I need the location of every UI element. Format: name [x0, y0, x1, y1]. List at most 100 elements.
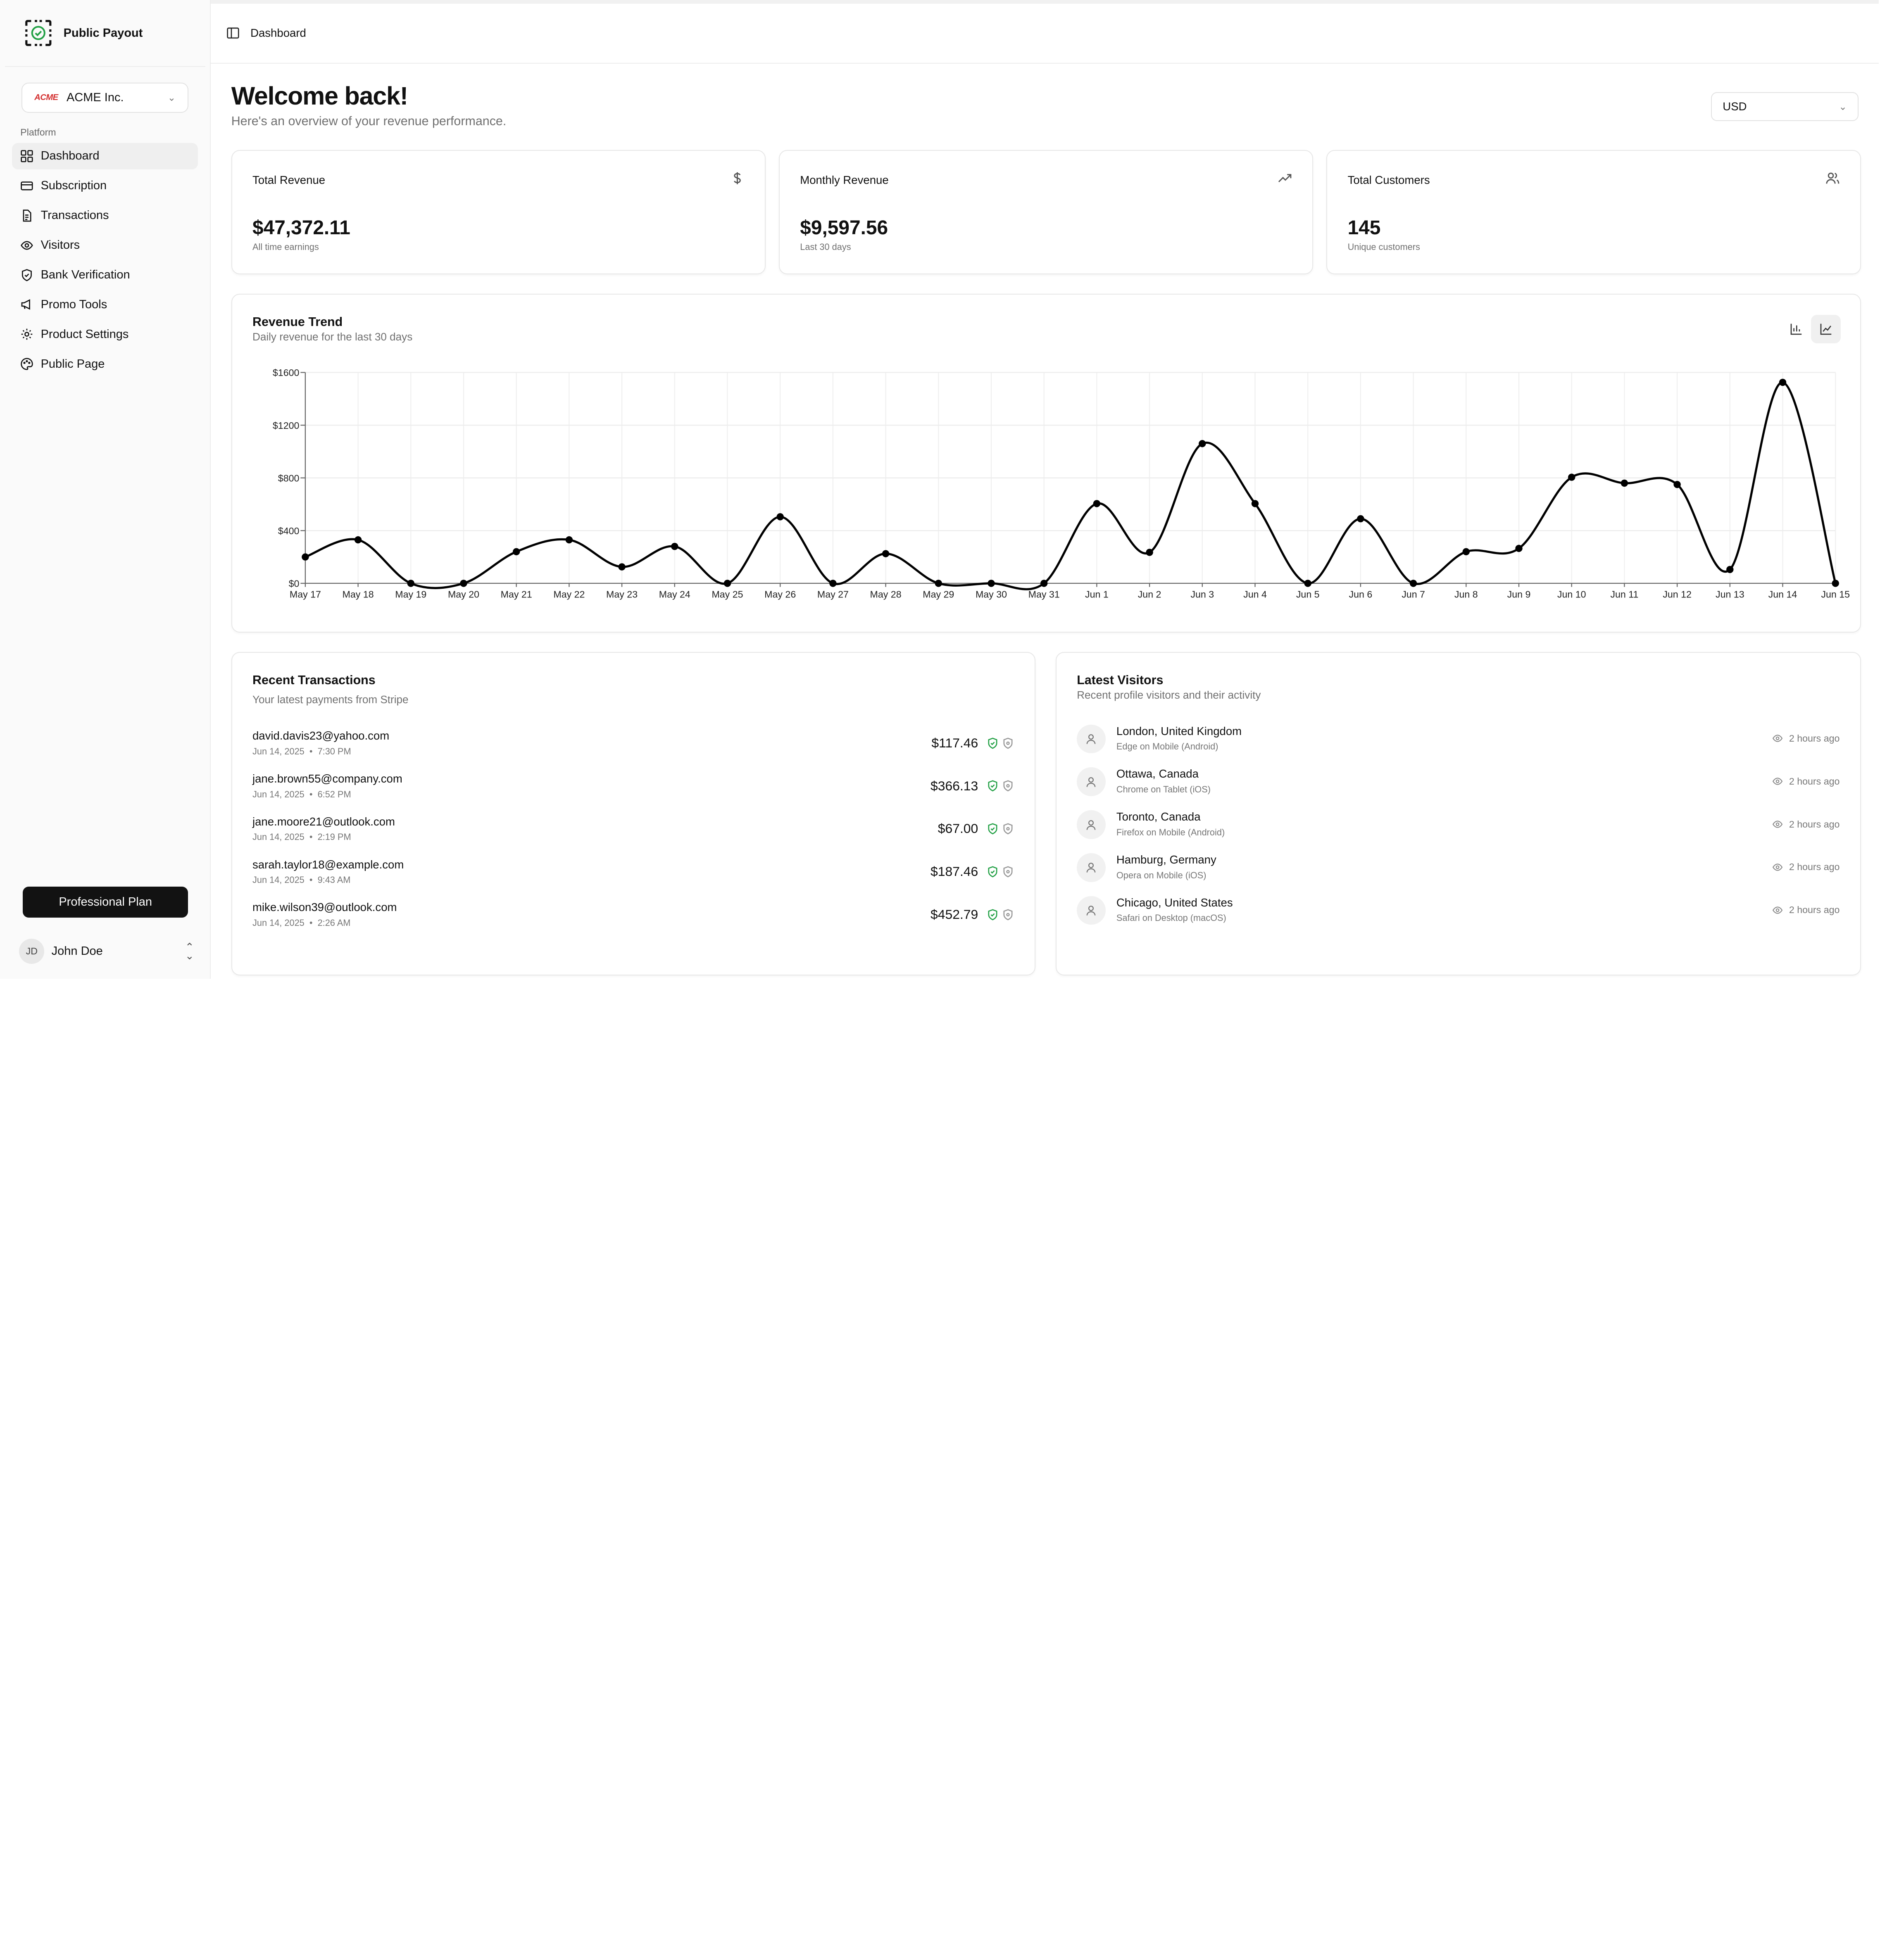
visitor-location: Toronto, Canada	[1116, 810, 1201, 823]
user-icon	[1087, 777, 1096, 787]
revenue-line-chart: $0 $400 $800 $1200 $1600 May 17 May 18 May 19 Ma…	[273, 367, 1850, 599]
sidebar-item-label: Promo Tools	[40, 297, 107, 311]
breadcrumb: Dashboard	[250, 26, 306, 40]
x-tick-label: Jun 7	[1402, 589, 1425, 599]
eye-icon	[1773, 863, 1783, 871]
bar-chart-toggle[interactable]	[1781, 315, 1811, 344]
sidebar-item-label: Bank Verification	[40, 268, 130, 281]
data-point	[1621, 479, 1628, 487]
sidebar-nav: Dashboard Subscription Transactions Visi…	[0, 143, 210, 381]
transactions-title: Recent Transactions	[252, 673, 376, 687]
sidebar-item-subscription[interactable]: Subscription	[12, 173, 198, 199]
eye-icon	[1773, 735, 1783, 742]
brand[interactable]: Public Payout	[5, 0, 205, 67]
page-title: Welcome back!	[231, 82, 408, 110]
user-icon	[1087, 906, 1096, 916]
data-point	[1409, 579, 1417, 587]
transaction-email: jane.brown55@company.com	[252, 772, 402, 785]
table-row[interactable]: david.davis23@yahoo.com Jun 14, 2025 • 7:…	[252, 729, 1014, 765]
sidebar-item-label: Transactions	[40, 209, 109, 222]
sidebar-item-visitors[interactable]: Visitors	[12, 232, 198, 259]
main-content: Dashboard Welcome back! Here's an overvi…	[211, 0, 1879, 979]
transaction-status	[983, 822, 1014, 835]
professional-plan-button[interactable]: Professional Plan	[23, 887, 188, 918]
currency-select[interactable]: USD ⌄	[1711, 92, 1859, 121]
transaction-time: 6:52 PM	[317, 789, 351, 799]
visitor-time-label: 2 hours ago	[1789, 861, 1840, 873]
transaction-date: Jun 14, 2025	[252, 746, 305, 756]
data-point	[301, 553, 309, 561]
table-row[interactable]: jane.moore21@outlook.com Jun 14, 2025 • 2…	[252, 815, 1014, 851]
sidebar-item-bank-verification[interactable]: Bank Verification	[12, 262, 198, 288]
user-icon	[1087, 863, 1096, 873]
transaction-status	[983, 908, 1014, 921]
y-tick-label: $1200	[273, 420, 299, 431]
data-point	[1198, 440, 1206, 447]
eye-icon	[21, 240, 33, 250]
sidebar-item-promo-tools[interactable]: Promo Tools	[12, 292, 198, 318]
transaction-datetime: Jun 14, 2025 • 2:26 AM	[252, 918, 351, 928]
visitor-time: 2 hours ago	[1772, 733, 1840, 744]
y-tick-label: $400	[278, 526, 299, 536]
sidebar-item-product-settings[interactable]: Product Settings	[12, 321, 198, 347]
avatar	[1077, 724, 1106, 754]
transaction-amount: $452.79	[930, 906, 978, 922]
data-point	[407, 579, 414, 587]
sidebar: Public Payout ACME ACME Inc. ⌄ Platform …	[0, 0, 211, 979]
table-row[interactable]: jane.brown55@company.com Jun 14, 2025 • 6…	[252, 772, 1014, 808]
transactions-subtitle: Your latest payments from Stripe	[252, 693, 409, 706]
sidebar-toggle-icon[interactable]	[226, 26, 240, 40]
recent-transactions-card: Recent Transactions Your latest payments…	[231, 652, 1035, 975]
x-tick-label: May 29	[923, 589, 954, 599]
y-tick-label: $800	[278, 473, 299, 483]
shield-check-icon	[988, 737, 997, 749]
table-row[interactable]: mike.wilson39@outlook.com Jun 14, 2025 • …	[252, 901, 1014, 937]
table-row[interactable]: sarah.taylor18@example.com Jun 14, 2025 •…	[252, 858, 1014, 894]
list-item[interactable]: Chicago, United States Safari on Desktop …	[1077, 895, 1840, 931]
avatar	[1077, 810, 1106, 839]
avatar	[1077, 767, 1106, 796]
data-point	[829, 579, 837, 587]
avatar	[1077, 853, 1106, 882]
line-chart-toggle[interactable]	[1811, 314, 1841, 344]
x-tick-label: Jun 6	[1349, 589, 1372, 599]
avatar	[1077, 896, 1106, 925]
x-tick-label: Jun 5	[1296, 589, 1320, 599]
x-tick-label: Jun 2	[1138, 589, 1161, 599]
eye-icon	[1773, 778, 1783, 785]
sidebar-item-public-page[interactable]: Public Page	[12, 351, 198, 377]
list-item[interactable]: Hamburg, Germany Opera on Mobile (iOS) 2 h…	[1077, 852, 1840, 888]
x-tick-label: May 26	[764, 589, 796, 599]
stat-value: 145	[1347, 217, 1381, 239]
sidebar-item-dashboard[interactable]: Dashboard	[12, 143, 198, 169]
user-icon	[1087, 820, 1096, 830]
sidebar-item-transactions[interactable]: Transactions	[12, 202, 198, 229]
org-select[interactable]: ACME ACME Inc. ⌄	[21, 83, 189, 113]
users-icon	[1826, 172, 1839, 184]
list-item[interactable]: London, United Kingdom Edge on Mobile (An…	[1077, 723, 1840, 759]
transaction-date: Jun 14, 2025	[252, 832, 305, 842]
data-point	[987, 579, 995, 587]
transaction-email: jane.moore21@outlook.com	[252, 815, 395, 828]
sidebar-item-label: Public Page	[40, 357, 105, 371]
eye-icon	[1773, 821, 1783, 828]
y-tick-label: $0	[288, 578, 299, 589]
x-tick-label: May 25	[712, 589, 743, 599]
list-item[interactable]: Ottawa, Canada Chrome on Tablet (iOS) 2 ho…	[1077, 766, 1840, 802]
shield-outline-icon	[1003, 823, 1013, 835]
trending-up-icon	[1278, 174, 1292, 182]
transaction-datetime: Jun 14, 2025 • 6:52 PM	[252, 789, 351, 799]
chart-title: Revenue Trend	[252, 314, 343, 329]
megaphone-icon	[21, 299, 31, 310]
visitor-time-label: 2 hours ago	[1789, 733, 1840, 744]
data-point	[565, 536, 573, 543]
stat-value: $9,597.56	[800, 217, 888, 239]
transaction-email: david.davis23@yahoo.com	[252, 729, 390, 742]
x-tick-label: May 30	[976, 589, 1007, 599]
user-menu[interactable]: JD John Doe ⌃ ⌄	[19, 938, 194, 965]
bar-chart-icon	[1790, 323, 1801, 335]
transaction-amount: $67.00	[938, 821, 978, 836]
x-tick-label: Jun 3	[1190, 589, 1214, 599]
list-item[interactable]: Toronto, Canada Firefox on Mobile (Androi…	[1077, 809, 1840, 845]
data-point	[1832, 579, 1839, 587]
